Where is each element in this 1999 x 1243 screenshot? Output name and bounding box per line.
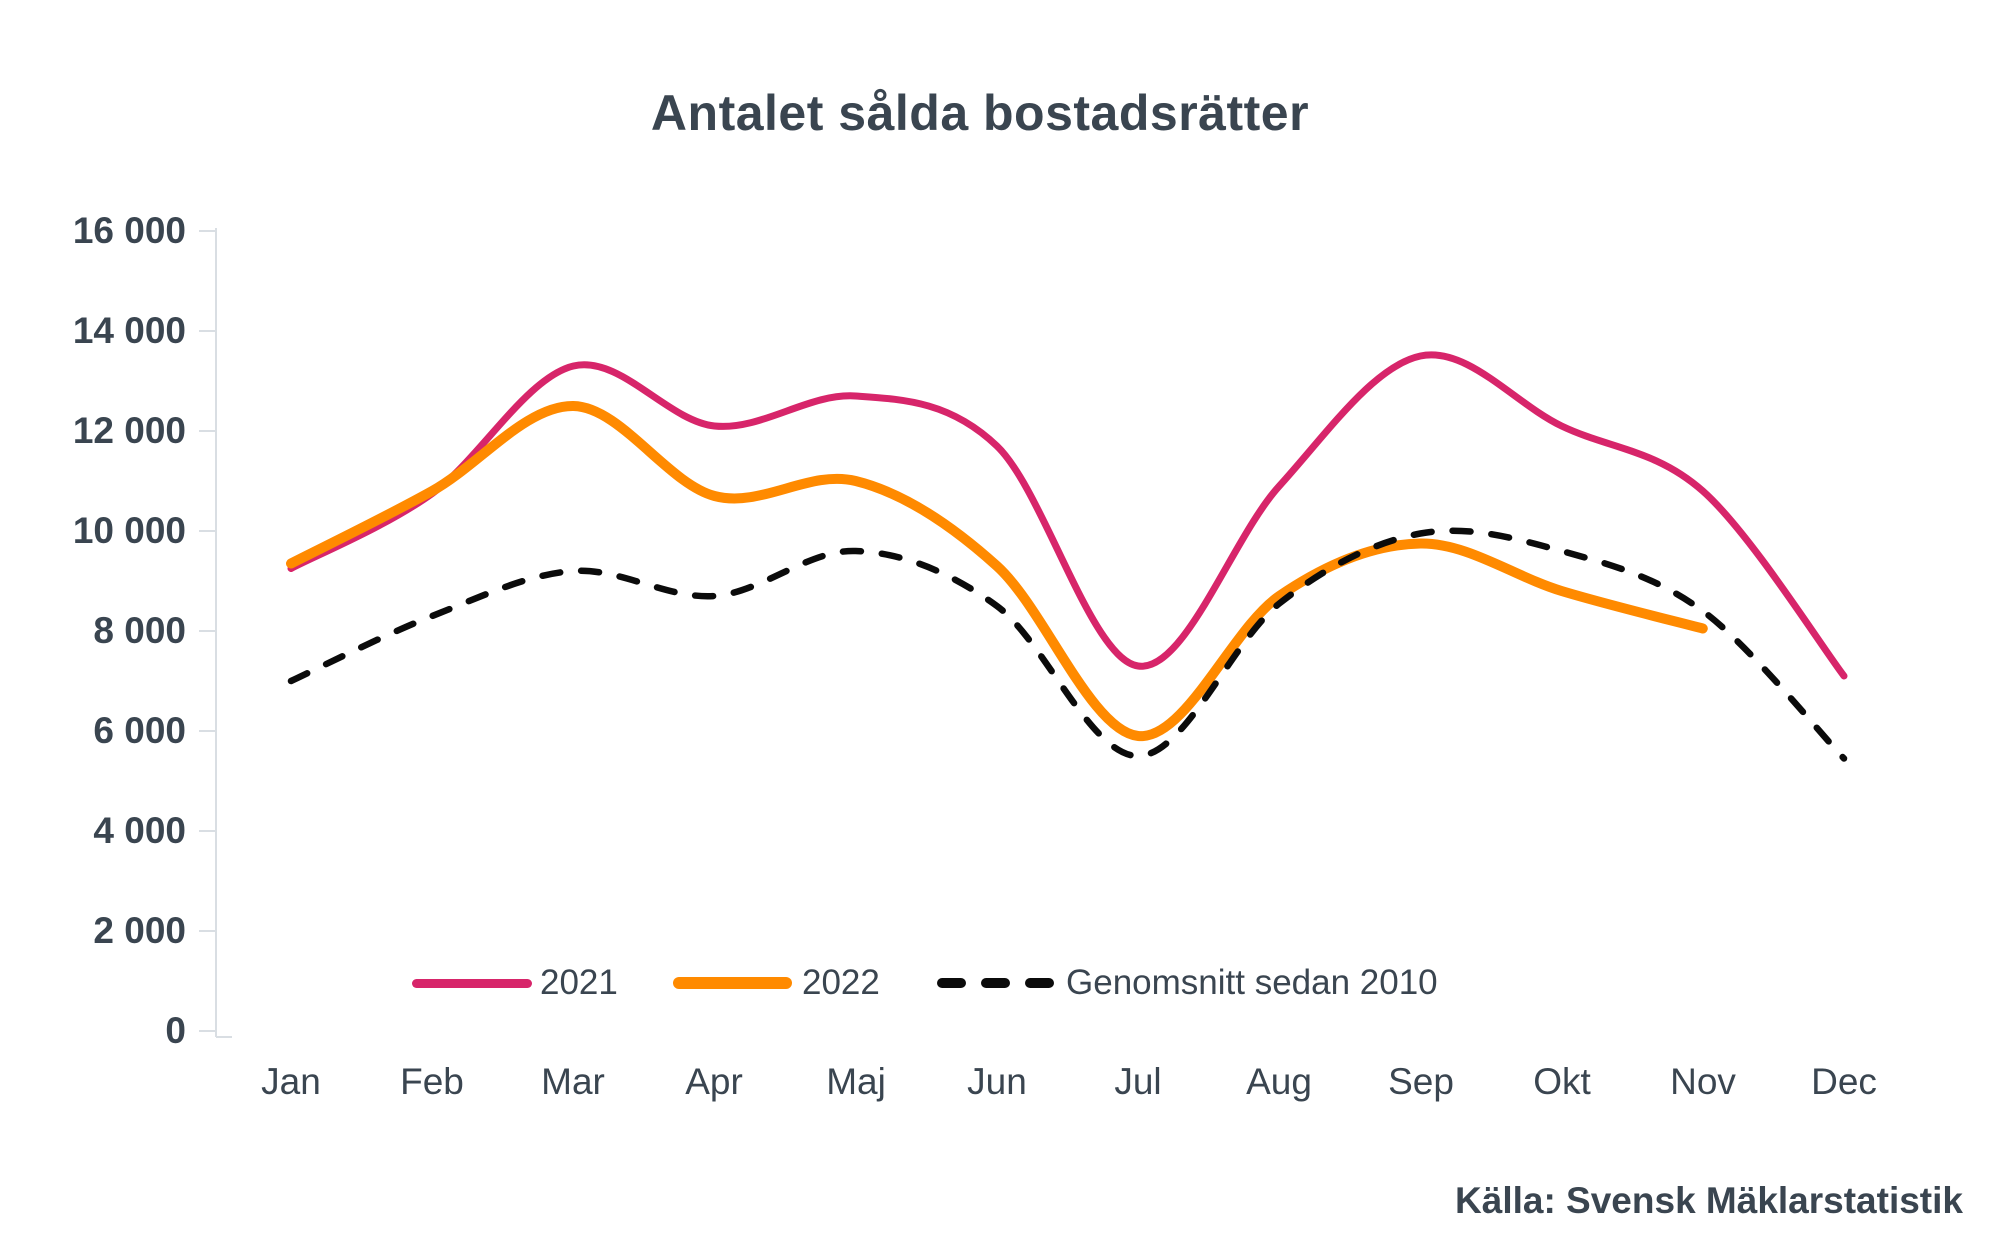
chart-title: Antalet sålda bostadsrätter — [650, 85, 1310, 141]
legend-label-2021: 2021 — [540, 963, 618, 1002]
x-tick-label: Jul — [1114, 1061, 1162, 1102]
x-tick-label: Jun — [967, 1061, 1027, 1102]
x-tick-label: Maj — [826, 1061, 886, 1102]
y-tick-label: 16 000 — [72, 210, 186, 251]
y-tick-label: 14 000 — [72, 310, 186, 351]
x-tick-label: Apr — [685, 1061, 743, 1102]
legend-label-average: Genomsnitt sedan 2010 — [1066, 963, 1438, 1002]
y-tick-label: 2 000 — [93, 910, 186, 951]
y-tick-label: 8 000 — [93, 610, 186, 651]
x-tick-label: Mar — [541, 1061, 605, 1102]
legend-swatch-2022 — [673, 977, 792, 989]
x-tick-label: Sep — [1388, 1061, 1454, 1102]
legend-label-2022: 2022 — [802, 963, 880, 1002]
legend-swatch-average-dash — [937, 978, 966, 988]
legend-swatch-average-dash — [1025, 978, 1054, 988]
x-tick-label: Feb — [400, 1061, 464, 1102]
y-tick-label: 10 000 — [72, 510, 186, 551]
x-tick-label: Aug — [1246, 1061, 1312, 1102]
y-tick-label: 4 000 — [93, 810, 186, 851]
y-tick-label: 6 000 — [93, 710, 186, 751]
x-tick-label: Okt — [1533, 1061, 1591, 1102]
legend-swatch-average-dash — [981, 978, 1010, 988]
legend-swatch-2021 — [412, 979, 532, 988]
source-note: Källa: Svensk Mäklarstatistik — [1455, 1180, 1963, 1221]
x-tick-label: Jan — [261, 1061, 321, 1102]
x-tick-label: Dec — [1811, 1061, 1877, 1102]
y-tick-label: 0 — [165, 1010, 186, 1051]
y-tick-label: 12 000 — [72, 410, 186, 451]
x-tick-label: Nov — [1670, 1061, 1736, 1102]
